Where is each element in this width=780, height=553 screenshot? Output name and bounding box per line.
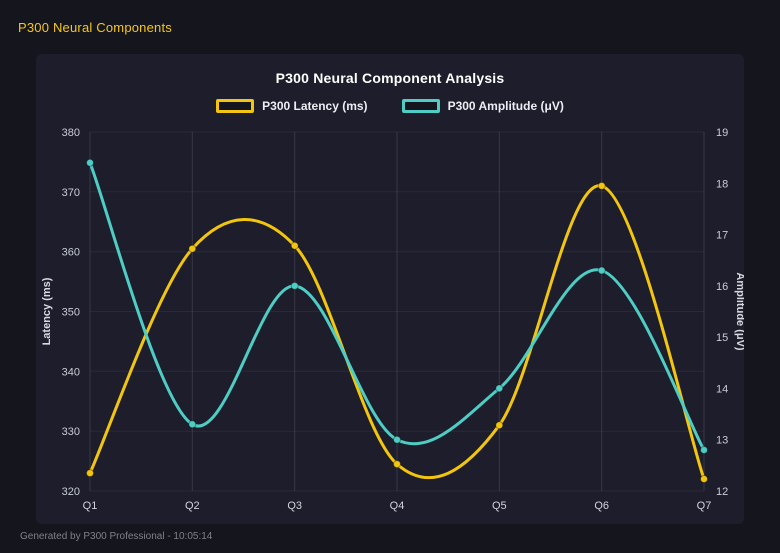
data-point[interactable] bbox=[188, 420, 197, 429]
svg-text:380: 380 bbox=[62, 127, 80, 139]
svg-text:17: 17 bbox=[716, 230, 728, 242]
right-axis-title: Amplitude (μV) bbox=[734, 272, 744, 351]
svg-text:320: 320 bbox=[62, 486, 80, 498]
data-point[interactable] bbox=[597, 266, 606, 275]
svg-text:19: 19 bbox=[716, 127, 728, 139]
svg-text:Q4: Q4 bbox=[390, 500, 405, 512]
data-point[interactable] bbox=[495, 384, 504, 393]
data-point[interactable] bbox=[86, 469, 94, 478]
svg-text:Q6: Q6 bbox=[594, 500, 609, 512]
legend-label: P300 Latency (ms) bbox=[262, 99, 368, 113]
svg-text:340: 340 bbox=[62, 366, 80, 378]
page-title: P300 Neural Components bbox=[18, 20, 172, 35]
data-point[interactable] bbox=[290, 241, 299, 250]
legend-swatch-amplitude bbox=[401, 99, 440, 113]
series-points bbox=[86, 181, 708, 483]
chart-panel: P300 Neural Component Analysis P300 Late… bbox=[36, 54, 744, 524]
data-point[interactable] bbox=[597, 181, 606, 190]
data-point[interactable] bbox=[290, 281, 299, 290]
data-point[interactable] bbox=[393, 460, 401, 469]
svg-text:360: 360 bbox=[62, 247, 80, 259]
left-axis-title: Latency (ms) bbox=[41, 277, 53, 345]
svg-text:370: 370 bbox=[62, 187, 80, 199]
legend-item[interactable]: P300 Amplitude (μV) bbox=[401, 99, 564, 113]
data-point[interactable] bbox=[86, 158, 94, 167]
x-axis-ticks: Q1 Q2 Q3 Q4 Q5 Q6 Q7 bbox=[83, 500, 712, 512]
legend-swatch-latency bbox=[216, 99, 255, 113]
data-point[interactable] bbox=[393, 435, 401, 444]
chart-legend: P300 Latency (ms) P300 Amplitude (μV) bbox=[36, 96, 744, 116]
left-axis-ticks: 320 330 340 350 360 370 380 bbox=[62, 127, 80, 498]
chart-title: P300 Neural Component Analysis bbox=[275, 70, 505, 86]
right-axis-ticks: 12 13 14 15 16 17 18 19 bbox=[716, 127, 728, 498]
svg-text:350: 350 bbox=[62, 307, 80, 319]
svg-text:Q7: Q7 bbox=[697, 500, 712, 512]
series-points bbox=[86, 158, 708, 454]
svg-text:12: 12 bbox=[716, 486, 728, 498]
svg-text:Q1: Q1 bbox=[83, 500, 98, 512]
data-point[interactable] bbox=[495, 421, 504, 430]
data-point[interactable] bbox=[188, 244, 197, 253]
svg-text:14: 14 bbox=[716, 383, 728, 395]
svg-text:16: 16 bbox=[716, 281, 728, 293]
svg-text:15: 15 bbox=[716, 332, 728, 344]
svg-text:Q5: Q5 bbox=[492, 500, 507, 512]
data-point[interactable] bbox=[700, 475, 708, 483]
legend-item[interactable]: P300 Latency (ms) bbox=[216, 99, 368, 113]
vertical-gridlines bbox=[89, 132, 705, 491]
svg-text:18: 18 bbox=[716, 178, 728, 190]
svg-text:Q3: Q3 bbox=[287, 500, 302, 512]
footer-note: Generated by P300 Professional - 10:05:1… bbox=[20, 531, 213, 542]
svg-text:13: 13 bbox=[716, 435, 728, 447]
svg-text:330: 330 bbox=[62, 426, 80, 438]
data-point[interactable] bbox=[700, 446, 708, 454]
legend-label: P300 Amplitude (μV) bbox=[447, 99, 564, 113]
svg-text:Q2: Q2 bbox=[185, 500, 200, 512]
